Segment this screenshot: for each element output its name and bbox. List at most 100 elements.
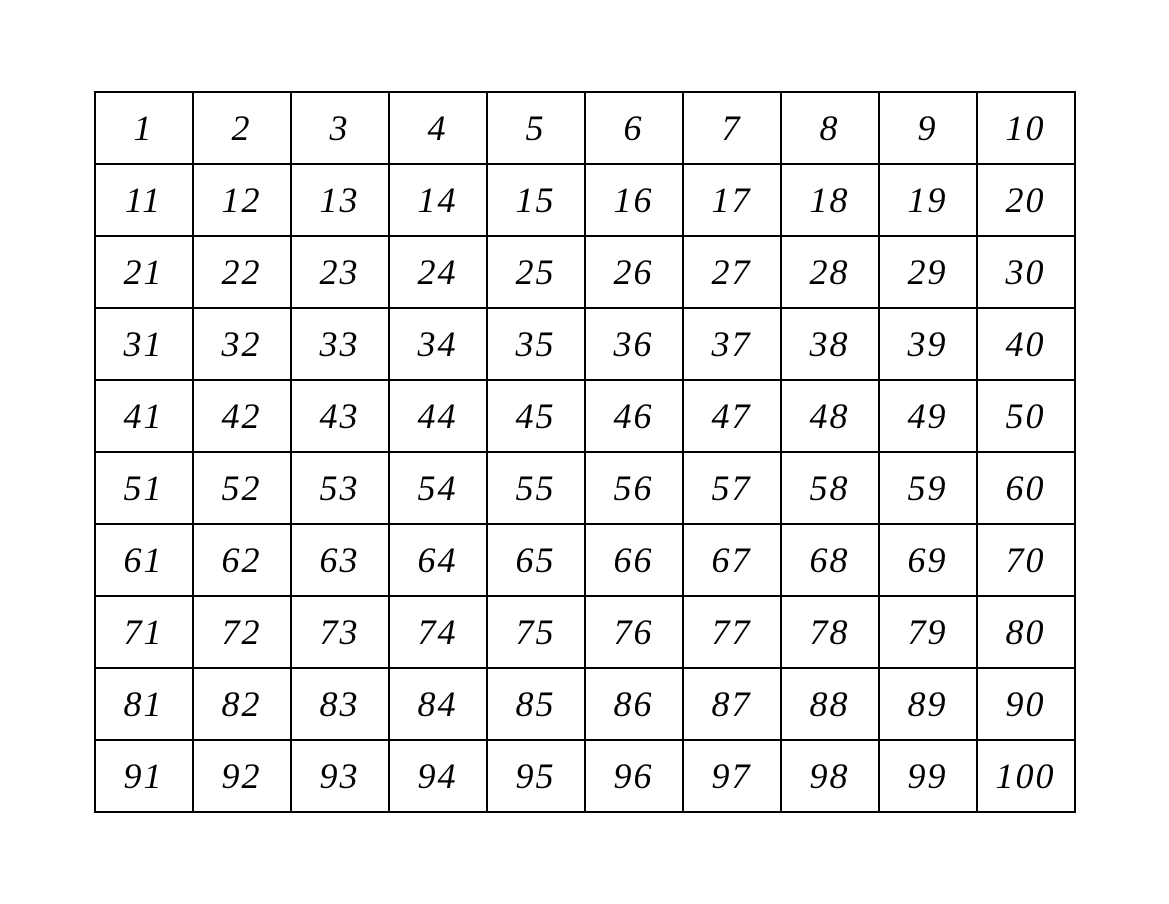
grid-cell: 83 [291,668,389,740]
grid-cell: 38 [781,308,879,380]
grid-cell: 58 [781,452,879,524]
grid-cell: 100 [977,740,1075,812]
grid-cell: 64 [389,524,487,596]
grid-cell: 82 [193,668,291,740]
grid-cell: 12 [193,164,291,236]
grid-cell: 65 [487,524,585,596]
grid-cell: 79 [879,596,977,668]
grid-cell: 25 [487,236,585,308]
grid-cell: 33 [291,308,389,380]
grid-cell: 55 [487,452,585,524]
grid-cell: 39 [879,308,977,380]
grid-cell: 53 [291,452,389,524]
grid-cell: 50 [977,380,1075,452]
grid-cell: 62 [193,524,291,596]
grid-cell: 10 [977,92,1075,164]
grid-cell: 4 [389,92,487,164]
grid-cell: 97 [683,740,781,812]
grid-cell: 18 [781,164,879,236]
grid-cell: 21 [95,236,193,308]
grid-cell: 36 [585,308,683,380]
grid-cell: 52 [193,452,291,524]
grid-cell: 77 [683,596,781,668]
grid-cell: 34 [389,308,487,380]
grid-cell: 23 [291,236,389,308]
grid-cell: 3 [291,92,389,164]
grid-cell: 26 [585,236,683,308]
grid-cell: 68 [781,524,879,596]
grid-cell: 13 [291,164,389,236]
grid-cell: 92 [193,740,291,812]
grid-cell: 5 [487,92,585,164]
grid-cell: 63 [291,524,389,596]
grid-cell: 40 [977,308,1075,380]
grid-cell: 51 [95,452,193,524]
grid-cell: 32 [193,308,291,380]
grid-cell: 31 [95,308,193,380]
grid-cell: 28 [781,236,879,308]
grid-cell: 43 [291,380,389,452]
grid-cell: 81 [95,668,193,740]
grid-cell: 95 [487,740,585,812]
grid-cell: 78 [781,596,879,668]
grid-cell: 54 [389,452,487,524]
grid-cell: 42 [193,380,291,452]
grid-cell: 73 [291,596,389,668]
grid-cell: 48 [781,380,879,452]
hundreds-chart-grid: 1 2 3 4 5 6 7 8 9 10 11 12 13 14 15 16 1… [94,91,1076,813]
grid-cell: 16 [585,164,683,236]
grid-cell: 24 [389,236,487,308]
grid-cell: 98 [781,740,879,812]
grid-cell: 86 [585,668,683,740]
grid-cell: 46 [585,380,683,452]
grid-cell: 91 [95,740,193,812]
grid-cell: 29 [879,236,977,308]
grid-cell: 96 [585,740,683,812]
grid-cell: 44 [389,380,487,452]
grid-cell: 66 [585,524,683,596]
grid-cell: 60 [977,452,1075,524]
grid-cell: 80 [977,596,1075,668]
grid-cell: 19 [879,164,977,236]
grid-cell: 22 [193,236,291,308]
grid-cell: 15 [487,164,585,236]
grid-cell: 2 [193,92,291,164]
grid-cell: 45 [487,380,585,452]
grid-cell: 20 [977,164,1075,236]
grid-cell: 87 [683,668,781,740]
grid-cell: 99 [879,740,977,812]
grid-cell: 88 [781,668,879,740]
grid-cell: 41 [95,380,193,452]
grid-cell: 6 [585,92,683,164]
grid-cell: 59 [879,452,977,524]
grid-cell: 57 [683,452,781,524]
grid-cell: 67 [683,524,781,596]
grid-cell: 76 [585,596,683,668]
grid-cell: 47 [683,380,781,452]
grid-cell: 71 [95,596,193,668]
grid-cell: 70 [977,524,1075,596]
grid-cell: 30 [977,236,1075,308]
grid-cell: 84 [389,668,487,740]
grid-cell: 7 [683,92,781,164]
grid-cell: 90 [977,668,1075,740]
grid-cell: 89 [879,668,977,740]
grid-cell: 27 [683,236,781,308]
grid-cell: 93 [291,740,389,812]
grid-cell: 85 [487,668,585,740]
grid-cell: 75 [487,596,585,668]
grid-cell: 11 [95,164,193,236]
grid-cell: 49 [879,380,977,452]
grid-cell: 37 [683,308,781,380]
grid-cell: 61 [95,524,193,596]
grid-cell: 56 [585,452,683,524]
grid-cell: 8 [781,92,879,164]
grid-cell: 9 [879,92,977,164]
grid-cell: 74 [389,596,487,668]
grid-cell: 69 [879,524,977,596]
grid-cell: 35 [487,308,585,380]
grid-cell: 14 [389,164,487,236]
grid-cell: 17 [683,164,781,236]
grid-cell: 72 [193,596,291,668]
grid-cell: 1 [95,92,193,164]
